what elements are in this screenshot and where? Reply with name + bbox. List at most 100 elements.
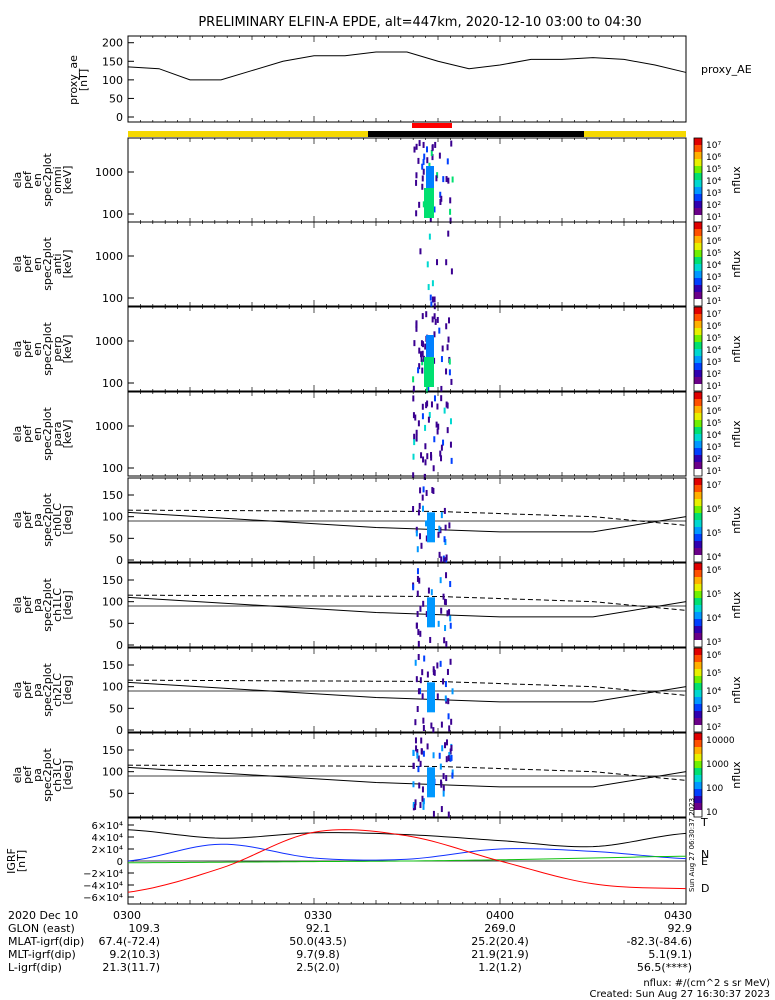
colorbar-tick: 1000 xyxy=(706,760,729,770)
flux-pixel xyxy=(439,763,442,770)
y-tick-label: 0 xyxy=(117,857,123,868)
colorbar-tick: 10¹ xyxy=(706,213,721,223)
flux-pixel xyxy=(412,453,415,460)
flux-pixel xyxy=(440,385,443,392)
ylabel-line: pef xyxy=(21,595,34,614)
colorbar-label: nflux xyxy=(730,591,743,619)
colorbar-label: nflux xyxy=(730,250,743,278)
colorbar-step xyxy=(694,384,702,392)
flux-pixel xyxy=(422,456,425,463)
colorbar-tick: 10⁷ xyxy=(706,310,721,320)
igrf-legend-E: E xyxy=(701,855,708,868)
flux-pixel xyxy=(426,453,429,460)
flux-pixel xyxy=(415,429,418,436)
flux-pixel xyxy=(415,210,418,217)
flux-pixel xyxy=(442,176,445,183)
flux-pixel xyxy=(419,760,422,767)
flux-pixel xyxy=(418,201,421,208)
colorbar-step xyxy=(694,441,702,449)
flux-pixel xyxy=(445,323,448,330)
flux-pixel xyxy=(415,530,418,537)
colorbar-step xyxy=(694,173,702,181)
ylabel-line: spec2plot xyxy=(41,153,54,207)
flux-pixel xyxy=(426,146,429,153)
panel-frame xyxy=(127,477,687,563)
colorbar-step xyxy=(694,754,702,762)
flux-pixel xyxy=(421,693,424,700)
colorbar-step xyxy=(694,299,702,307)
energy-flux-1 xyxy=(419,230,453,310)
flux-pixel xyxy=(417,367,420,374)
ylabel-line: omni xyxy=(51,166,64,193)
flux-pixel xyxy=(445,775,448,782)
flux-pixel xyxy=(426,261,429,268)
flux-pixel xyxy=(414,737,417,744)
flux-pixel xyxy=(449,197,452,204)
flux-pixel xyxy=(449,441,452,448)
colorbar-step xyxy=(694,725,702,733)
flux-pixel xyxy=(413,433,416,440)
y-tick-label: 6×10⁴ xyxy=(92,821,123,832)
panel-frame xyxy=(127,562,687,648)
flux-pixel xyxy=(425,611,428,618)
flux-pixel xyxy=(421,359,424,366)
flux-pixel xyxy=(446,344,449,351)
flux-pixel xyxy=(418,347,421,354)
proxy-ae-panel xyxy=(127,35,687,123)
flux-pixel xyxy=(442,790,445,797)
flux-pixel xyxy=(436,693,439,700)
flux-pixel xyxy=(417,157,420,164)
y-tick-label: 100 xyxy=(102,511,123,524)
ylabel-line: [keV] xyxy=(61,250,74,279)
colorbar-step xyxy=(694,704,702,712)
flux-pixel xyxy=(417,509,420,516)
y-tick-label: 100 xyxy=(102,596,123,609)
y-tick-label: 150 xyxy=(102,55,123,68)
colorbar-step xyxy=(694,427,702,435)
ylabel-line: para xyxy=(51,422,64,447)
flux-pixel xyxy=(420,340,423,347)
colorbar-tick: 10⁵ xyxy=(706,529,721,539)
colorbar-frame xyxy=(693,647,703,733)
colorbar-step xyxy=(694,648,702,656)
orbit-table-cell: 0300 xyxy=(113,909,141,922)
flux-pixel xyxy=(445,176,448,183)
colorbar-tick: 10⁵ xyxy=(706,590,721,600)
colorbar-step xyxy=(694,159,702,167)
colorbar-tick: 10³ xyxy=(706,189,721,199)
colorbar-step xyxy=(694,342,702,350)
flux-pixel xyxy=(442,593,445,600)
colorbar-tick: 10⁶ xyxy=(706,505,721,515)
colorbar-step xyxy=(694,448,702,456)
flux-pixel xyxy=(421,163,424,170)
flux-pixel xyxy=(425,402,428,409)
flux-pixel xyxy=(445,554,448,561)
colorbar-label-group: nflux xyxy=(730,591,743,619)
colorbar-tick: 10⁴ xyxy=(706,431,721,441)
flux-pixel xyxy=(412,584,415,591)
ylabel-line: [keV] xyxy=(61,420,74,449)
proxy-ae-legend: proxy_AE xyxy=(701,63,752,76)
pitch-flux-2 xyxy=(414,654,454,734)
flux-pixel xyxy=(416,546,419,553)
orbit-table-cell: 2020 Dec 10 xyxy=(8,909,78,922)
flux-pixel xyxy=(422,168,425,175)
energy-colorbar-1: 10⁷ 10⁶ 10⁵ 10⁴ 10³ 10² 10¹ nflux xyxy=(693,221,743,307)
colorbar-step xyxy=(694,740,702,748)
flux-pixel xyxy=(421,786,424,793)
flux-pixel xyxy=(437,531,440,538)
colorbar-label: nflux xyxy=(730,676,743,704)
pitch-colorbar-1: 10⁶ 10⁵ 10⁴ 10³ nflux xyxy=(693,562,743,648)
flux-pixel xyxy=(415,676,418,683)
colorbar-step xyxy=(694,669,702,677)
panel-frame xyxy=(127,221,687,307)
orbit-table-cell: MLAT-igrf(dip) xyxy=(8,935,84,948)
ylabel-line: pef xyxy=(21,254,34,273)
flux-pixel xyxy=(444,681,447,688)
flux-pixel xyxy=(436,403,439,410)
colorbar-step xyxy=(694,527,702,535)
flux-pixel xyxy=(440,455,443,462)
flux-pixel xyxy=(437,423,440,430)
flux-pixel xyxy=(421,175,424,182)
